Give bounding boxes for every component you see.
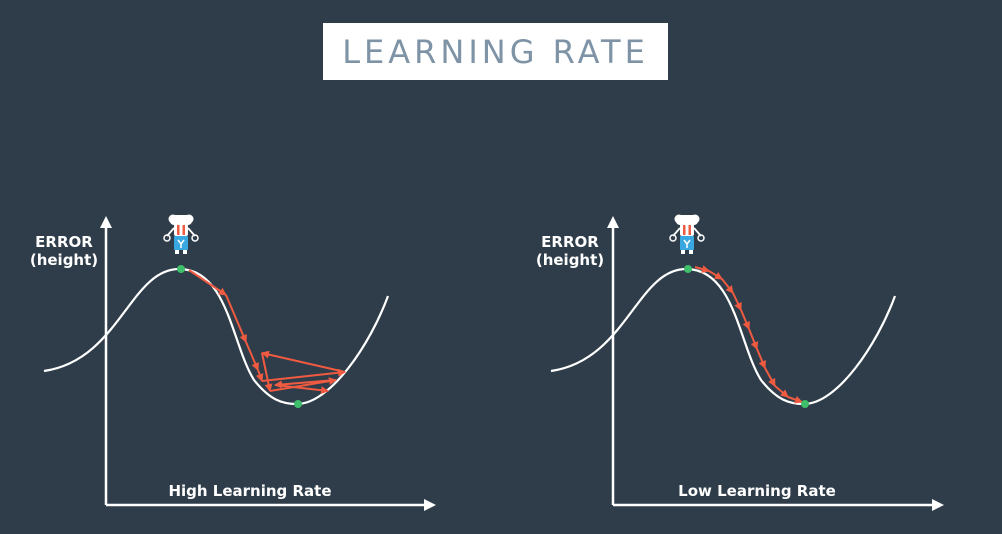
error-curve bbox=[43, 267, 390, 406]
robot-icon bbox=[163, 214, 199, 254]
minimum-marker bbox=[801, 400, 809, 408]
x-axis-label: High Learning Rate bbox=[168, 482, 331, 500]
start-marker bbox=[684, 265, 692, 273]
page-title: LEARNING RATE bbox=[342, 32, 649, 71]
gradient-steps bbox=[694, 265, 803, 404]
y-axis-label-line1: ERROR bbox=[35, 233, 93, 251]
robot-icon bbox=[669, 214, 705, 254]
error-curve bbox=[550, 267, 897, 406]
x-axis-label: Low Learning Rate bbox=[678, 482, 836, 500]
minimum-marker bbox=[294, 400, 302, 408]
y-axis-label-line2: (height) bbox=[30, 251, 98, 269]
title-banner: LEARNING RATE bbox=[323, 23, 668, 80]
gradient-steps bbox=[188, 269, 346, 395]
start-marker bbox=[177, 265, 185, 273]
panel-low-learning-rate: ERROR (height) Low Learning Rate bbox=[536, 214, 944, 511]
panel-high-learning-rate: ERROR (height) High Learning Rate bbox=[30, 214, 436, 511]
y-axis-label-line2: (height) bbox=[536, 251, 604, 269]
y-axis-label-line1: ERROR bbox=[541, 233, 599, 251]
